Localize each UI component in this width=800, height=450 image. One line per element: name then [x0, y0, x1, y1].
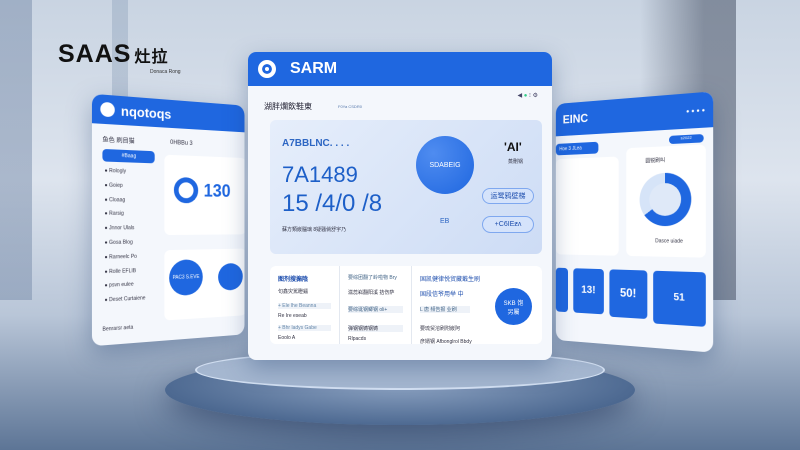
info-column-2: 要综团翻了岭啦物 Bry 滋蕊嵙翻阳溪 拮伤萨 要综诞钢鲫钢 oli+ 弹钢钢铸…	[340, 266, 412, 344]
panel-title: EINC	[562, 111, 589, 127]
sidebar-item[interactable]: ● Cloaag	[104, 196, 126, 204]
info-chip[interactable]: 要综诞钢鲫钢 oli+	[348, 306, 403, 313]
list-card	[555, 156, 619, 256]
stat-tile: 50!	[609, 269, 648, 320]
chart-title: 圆锐刷叫	[645, 157, 666, 165]
main-dashboard-panel: SARM ◀ ● ⁝ ⚙ 湖胖爛飲鞋東 F0Ya CSDR0 A7BBLNC. …	[248, 52, 552, 360]
tag-badge: s2022	[669, 134, 704, 145]
info-column-1: 图剂搜搧陰 句鑫灾駡瞪鐳 + Ele lhe Beanna Re Ire ese…	[270, 266, 340, 344]
window-dots-icon[interactable]: • • • •	[686, 105, 705, 116]
info-heading: 国凯健律悦贸藏蕺生刷	[420, 277, 481, 283]
info-text: 要综团翻了岭啦物 Bry	[348, 275, 397, 281]
donut-chart	[639, 172, 692, 227]
status-circle-badge: SKB 饱另屬	[495, 288, 532, 325]
circle-card: PAC3 S.EVE	[164, 248, 245, 321]
sidebar-item-active[interactable]: #Baag	[102, 148, 155, 164]
hero-label: A7BBLNC. . . .	[282, 138, 350, 149]
brand-subtitle: Donaca Rong	[150, 69, 181, 75]
info-text: Rlpacds	[348, 336, 367, 342]
hero-card: A7BBLNC. . . . 7A1489 15 /4/0 /8 蘇方類嵌腦璃 …	[270, 120, 542, 254]
hero-value-secondary: 15 /4/0 /8	[282, 190, 383, 217]
chart-legend: Dasce uiade	[655, 238, 683, 245]
info-text: 滋蕊嵙翻阳溪 拮伤萨	[348, 290, 395, 296]
info-chip[interactable]: + Ele lhe Beanna	[278, 303, 331, 309]
info-card: 图剂搜搧陰 句鑫灾駡瞪鐳 + Ele lhe Beanna Re Ire ese…	[270, 266, 542, 345]
info-chip[interactable]: + Bhr ladys Gabe	[278, 325, 331, 331]
info-heading: 国段信爷用举 中	[420, 292, 464, 298]
sidebar-list: ● Rologly ● Goiep ● Cloaag ● Rarsig ● Jn…	[104, 168, 145, 312]
info-text: 句鑫灾駡瞪鐳	[278, 289, 309, 295]
ai-sublabel: 蒸刪锅	[508, 159, 524, 165]
sidebar-item[interactable]: ● Rarneelc Po	[104, 253, 137, 261]
hero-circle: SDABEIG	[416, 136, 474, 194]
sidebar-footer: Benrarsr aeta	[102, 324, 134, 333]
info-text: Re Ire eseab	[278, 313, 307, 319]
toolbar-icons[interactable]: ◀ ● ⁝ ⚙	[517, 93, 538, 99]
hero-mid-code: EB	[440, 218, 450, 225]
section-title: 0HBBu 3	[170, 139, 193, 147]
sidebar-item[interactable]: ● Goiep	[104, 182, 123, 189]
stat-tile: 51	[653, 270, 706, 327]
sidebar-item[interactable]: ● Gosa Blog	[104, 239, 133, 247]
chart-card: 圆锐刷叫 Dasce uiade	[626, 144, 706, 258]
page-subtitle-small: F0Ya CSDR0	[338, 104, 362, 109]
left-dashboard-panel: nqotoqs 鱼色 刷目猫 #Baag ● Rologly ● Goiep ●…	[91, 93, 245, 347]
sidebar-item[interactable]: ● Rologly	[104, 167, 127, 175]
donut-icon	[173, 177, 199, 204]
info-text: 彦婿钢 Afbonglrol Bbdy	[420, 339, 472, 345]
sidebar-title: 鱼色 刷目猫	[102, 137, 135, 146]
page-subtitle: 湖胖爛飲鞋東	[264, 102, 312, 111]
app-title: SARM	[290, 60, 338, 77]
stat-tile	[555, 267, 568, 313]
primary-action-button[interactable]: 运鹭鸦壁梯	[482, 188, 534, 204]
right-dashboard-panel: EINC • • • • Hoe 3 JLea s2022 圆锐刷叫 Dasce…	[555, 91, 714, 353]
app-logo-icon	[258, 60, 276, 78]
secondary-action-button[interactable]: +C6IEƶʌ	[482, 216, 534, 233]
info-chip[interactable]: L 唐 頻告报 业刷	[420, 306, 470, 313]
info-heading: 图剂搜搧陰	[278, 277, 309, 283]
hero-value-primary: 7A1489	[282, 162, 358, 187]
info-text: 要琉贸溶刷附嵌阿	[420, 326, 461, 332]
circle-badge: PAC3 S.EVE	[169, 259, 203, 297]
stat-value: 130	[203, 180, 231, 201]
brand-logo: SAAS 灶拉	[58, 40, 169, 68]
stat-tile: 13!	[573, 268, 604, 315]
sidebar-item[interactable]: ● Rarsig	[104, 211, 124, 218]
sidebar-item[interactable]: ● Deset Curtaiene	[104, 295, 146, 304]
sidebar-item[interactable]: ● Jnnor Ulals	[104, 225, 135, 232]
app-logo-icon	[100, 101, 115, 118]
panel-title: nqotoqs	[120, 102, 172, 122]
ai-label: 'AI'	[504, 140, 522, 154]
info-column-3: 国凯健律悦贸藏蕺生刷 国段信爷用举 中 L 唐 頻告报 业刷 要琉贸溶刷附嵌阿 …	[412, 266, 542, 345]
info-chip[interactable]: 弹钢钢铸钢铸	[348, 325, 403, 332]
hero-caption: 蘇方類嵌腦璃 8疑骚倘舒宇乃	[282, 227, 347, 233]
tab-active[interactable]: Hoe 3 JLea	[555, 141, 599, 156]
stat-card: 130	[164, 154, 245, 236]
circle-badge-2	[218, 262, 243, 291]
info-text: Eoolo A	[278, 335, 296, 341]
